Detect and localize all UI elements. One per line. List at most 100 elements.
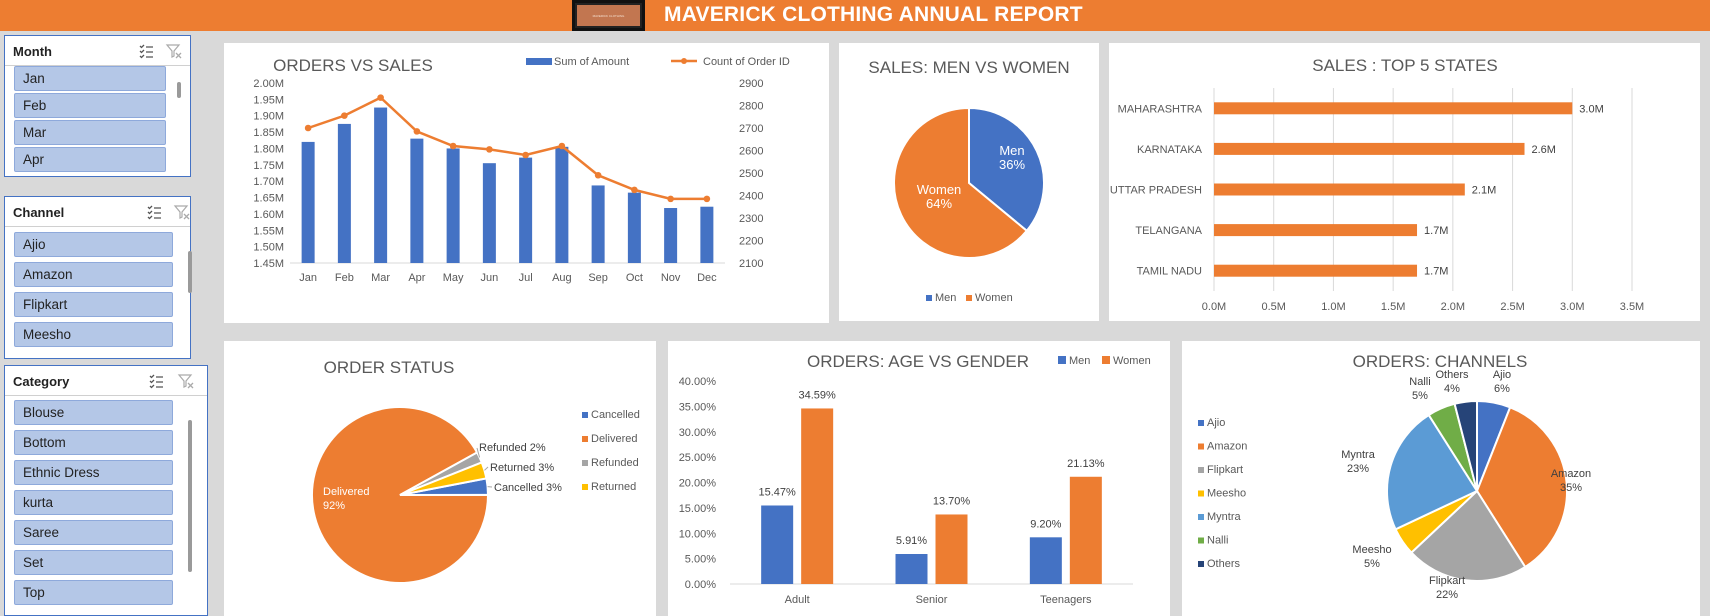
report-title: MAVERICK CLOTHING ANNUAL REPORT [664, 3, 1083, 26]
slice-label-line: 22% [1436, 589, 1458, 601]
slicer-item-apr[interactable]: Apr [14, 147, 166, 172]
legend-label-women: Women [975, 292, 1013, 304]
slicer-scrollbar[interactable] [177, 82, 181, 98]
leader-line [484, 466, 489, 471]
slicer-scrollbar[interactable] [188, 420, 192, 572]
orders-point-jul [522, 151, 529, 159]
slice-label-line: Meesho [1352, 544, 1391, 556]
slicer-item-set[interactable]: Set [14, 550, 173, 575]
slice-label-line: Amazon [1551, 468, 1591, 480]
legend-marker-orders [681, 58, 687, 64]
slicer-item-amazon[interactable]: Amazon [14, 262, 173, 287]
y-tick-label: 5.00% [685, 554, 716, 566]
legend-swatch-women [1102, 356, 1110, 364]
x-tick-label: Jan [299, 272, 317, 284]
x-tick-label: Feb [335, 272, 354, 284]
slicer-item-mar[interactable]: Mar [14, 120, 166, 145]
data-label: 1.7M [1424, 225, 1448, 237]
x-tick-label: Jul [519, 272, 533, 284]
slice-label-line: Flipkart [1429, 575, 1465, 587]
bar-men-adult [761, 505, 794, 584]
x-tick-label: 3.5M [1620, 301, 1644, 313]
slice-women [893, 106, 1029, 259]
x-tick-label: Senior [916, 594, 948, 606]
data-label: 1.7M [1424, 266, 1448, 278]
clear-filter-icon[interactable] [165, 42, 183, 60]
data-label: 2.6M [1532, 144, 1556, 156]
legend-swatch-amazon [1198, 443, 1204, 450]
slicer-item-feb[interactable]: Feb [14, 93, 166, 118]
legend-label-others: Others [1207, 558, 1241, 570]
category-label: TAMIL NADU [1137, 266, 1202, 278]
legend-label-flipkart: Flipkart [1207, 464, 1243, 476]
slicer-item-flipkart[interactable]: Flipkart [14, 292, 173, 317]
category-label: TELANGANA [1135, 225, 1202, 237]
x-tick-label: Adult [785, 594, 810, 606]
slicer-item-kurta[interactable]: kurta [14, 490, 173, 515]
legend-swatch-amount [526, 58, 552, 65]
clear-filter-icon[interactable] [173, 203, 191, 221]
x-tick-label: Mar [371, 272, 390, 284]
clear-filter-icon[interactable] [177, 372, 195, 390]
x-tick-label: Sep [588, 272, 608, 284]
bar-amount-feb [337, 123, 351, 263]
slicer-item-meesho[interactable]: Meesho [14, 322, 173, 347]
y-tick-label: 0.00% [685, 579, 716, 591]
bar-amount-apr [410, 138, 424, 263]
orders-point-jan [304, 124, 312, 132]
y-tick-label: 2.00M [253, 78, 284, 90]
bar-men-teenagers [1029, 537, 1062, 584]
x-tick-label: 1.0M [1321, 301, 1345, 313]
multi-select-icon[interactable] [145, 203, 163, 221]
slicer-item-ajio[interactable]: Ajio [14, 232, 173, 257]
multi-select-icon[interactable] [137, 42, 155, 60]
slicer-item-bottom[interactable]: Bottom [14, 430, 173, 455]
legend-label-amount: Sum of Amount [554, 56, 629, 68]
slicer-item-jan[interactable]: Jan [14, 66, 166, 91]
slicer-item-ethnic-dress[interactable]: Ethnic Dress [14, 460, 173, 485]
x-tick-label: Teenagers [1040, 594, 1092, 606]
slicer-title: Category [13, 374, 70, 389]
slice-label-amazon: Amazon 35% [1551, 468, 1591, 494]
chart-panel-top-states: SALES : TOP 5 STATES 0.0M 0.5M 1.0M 1.5M 2.0… [1109, 43, 1700, 321]
y-tick-label: 1.95M [253, 94, 284, 106]
y-tick-label: 1.60M [253, 209, 284, 221]
x-tick-label: Oct [626, 272, 643, 284]
slice-label-flipkart: Flipkart 22% [1429, 575, 1465, 601]
y2-tick-label: 2700 [739, 123, 763, 135]
slice-label-line: Cancelled 3% [494, 482, 562, 494]
legend-label-delivered: Delivered [591, 433, 637, 445]
y-tick-label: 1.80M [253, 143, 284, 155]
bar-karnataka [1214, 142, 1525, 155]
chart-panel-channels: ORDERS: CHANNELS Ajio 6% Amazon 35% Flipkart… [1182, 341, 1700, 616]
legend-label-cancelled: Cancelled [591, 409, 640, 421]
slice-label-line: 36% [999, 157, 1025, 172]
orders-point-apr [413, 128, 421, 135]
slicer-scrollbar[interactable] [188, 251, 192, 293]
bar-amount-nov [664, 208, 678, 263]
y2-tick-label: 2900 [739, 78, 763, 90]
legend-label-ajio: Ajio [1207, 417, 1225, 429]
legend-swatch-men [926, 295, 932, 301]
y-tick-label: 1.85M [253, 127, 284, 139]
slice-label-line: Refunded 2% [479, 442, 546, 454]
orders-vs-sales-chart: ORDERS VS SALES Sum of Amount Count of O… [253, 56, 789, 284]
slice-label-line: 5% [1412, 390, 1428, 402]
multi-select-icon[interactable] [147, 372, 165, 390]
slice-label-line: Delivered [323, 486, 369, 498]
slice-label-line: Others [1435, 369, 1469, 381]
slice-label-line: 23% [1347, 463, 1369, 475]
orders-point-sep [594, 171, 602, 179]
chart-title: ORDERS: AGE VS GENDER [807, 352, 1029, 371]
logo-text: MAVERICK CLOTHING [592, 13, 625, 18]
slice-label-delivered: Delivered 92% [323, 486, 369, 512]
slicer-item-top[interactable]: Top [14, 580, 173, 605]
x-tick-label: 2.5M [1500, 301, 1524, 313]
slicer-item-blouse[interactable]: Blouse [14, 400, 173, 425]
slice-label-line: Women [917, 182, 962, 197]
slicer-item-saree[interactable]: Saree [14, 520, 173, 545]
slice-label-line: 4% [1444, 383, 1460, 395]
legend-swatch-women [966, 295, 972, 301]
x-tick-label: Apr [408, 272, 425, 284]
slicer-category: Category Blouse Bottom Ethnic Dress kurt… [4, 365, 208, 616]
